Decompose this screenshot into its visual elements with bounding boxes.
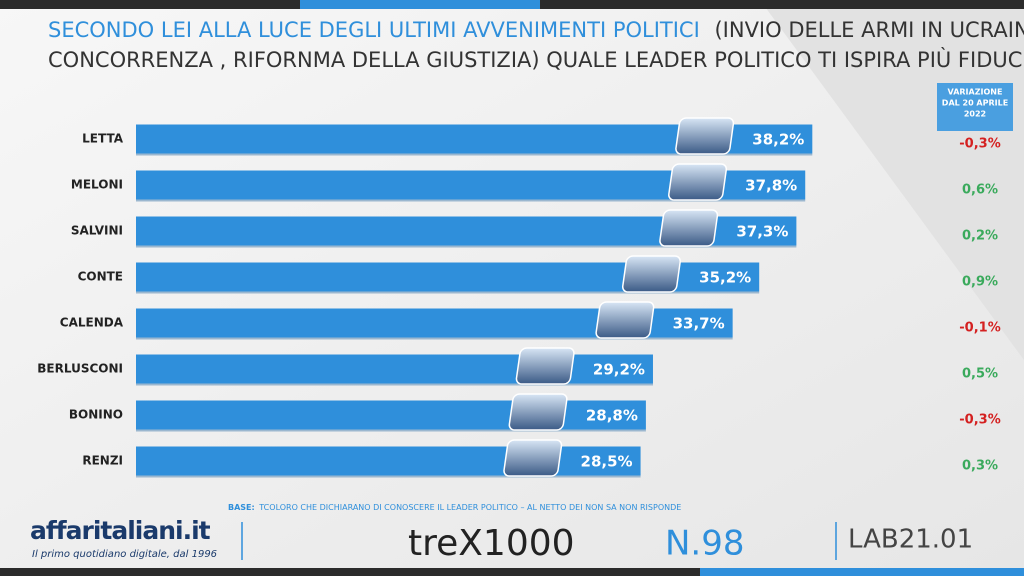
value-label: 29,2%	[593, 361, 645, 379]
bar	[136, 354, 653, 384]
variation-label: -0,3%	[959, 137, 1000, 152]
category-label: LETTA	[82, 132, 124, 146]
title-part: (INVIO DELLE ARMI IN UCRAINA, DDL	[714, 18, 1024, 42]
bottom-strip	[0, 568, 1024, 576]
variation-label: -0,1%	[959, 321, 1000, 336]
value-label: 33,7%	[673, 315, 725, 333]
bar-shadow	[136, 429, 646, 432]
issue: N.98	[665, 524, 745, 564]
leader-photo	[621, 255, 681, 293]
leader-photo	[668, 163, 728, 201]
leader-photo	[595, 301, 655, 339]
value-label: 37,3%	[736, 223, 788, 241]
leader-photo	[675, 117, 735, 155]
bar-shadow	[136, 153, 813, 156]
bar-shadow	[136, 383, 653, 386]
category-label: CONTE	[78, 270, 123, 284]
brand: affaritaliani.it	[30, 516, 211, 545]
bar-shadow	[136, 337, 733, 340]
bar-shadow	[136, 291, 760, 294]
brand-tagline: Il primo quotidiano digitale, dal 1996	[32, 549, 217, 560]
top-strip-accent	[300, 0, 540, 9]
variation-header: VARIAZIONE	[948, 88, 1003, 97]
value-label: 35,2%	[699, 269, 751, 287]
variation-label: 0,9%	[962, 275, 998, 290]
category-label: BONINO	[69, 408, 123, 422]
base-note: BASE: TCOLORO CHE DICHIARANO DI CONOSCER…	[228, 503, 681, 512]
value-label: 37,8%	[745, 177, 797, 195]
variation-header: 2022	[964, 110, 986, 119]
variation-label: 0,2%	[962, 229, 998, 244]
bar	[136, 446, 641, 476]
base-text: TCOLORO CHE DICHIARANO DI CONOSCERE IL L…	[258, 503, 681, 512]
bar-shadow	[136, 475, 641, 478]
title-part: SECONDO LEI ALLA LUCE DEGLI ULTIMI AVVEN…	[48, 18, 700, 42]
value-label: 38,2%	[752, 131, 804, 149]
logo: treX1000	[408, 523, 575, 564]
bar-shadow	[136, 245, 797, 248]
value-label: 28,5%	[581, 453, 633, 471]
leader-photo	[508, 393, 568, 431]
category-label: MELONI	[71, 178, 123, 192]
bar-shadow	[136, 199, 806, 202]
leader-photo	[659, 209, 719, 247]
chart-title: CONCORRENZA , RIFORNMA DELLA GIUSTIZIA) …	[48, 47, 1024, 72]
leader-photo	[515, 347, 575, 385]
category-label: CALENDA	[60, 316, 124, 330]
lab-logo: LAB21.01	[848, 525, 973, 555]
base-label: BASE:	[228, 503, 255, 512]
variation-label: 0,6%	[962, 183, 998, 198]
chart-title: SECONDO LEI ALLA LUCE DEGLI ULTIMI AVVEN…	[48, 18, 1024, 42]
bar	[136, 400, 646, 430]
variation-label: 0,3%	[962, 459, 998, 474]
variation-header-box	[937, 83, 1013, 131]
variation-label: -0,3%	[959, 413, 1000, 428]
variation-label: 0,5%	[962, 367, 998, 382]
category-label: SALVINI	[71, 224, 123, 238]
value-label: 28,8%	[586, 407, 638, 425]
bottom-strip-accent	[700, 568, 1024, 576]
category-label: RENZI	[82, 454, 123, 468]
leader-photo	[503, 439, 563, 477]
variation-header: DAL 20 APRILE	[942, 99, 1008, 108]
category-label: BERLUSCONI	[37, 362, 123, 376]
